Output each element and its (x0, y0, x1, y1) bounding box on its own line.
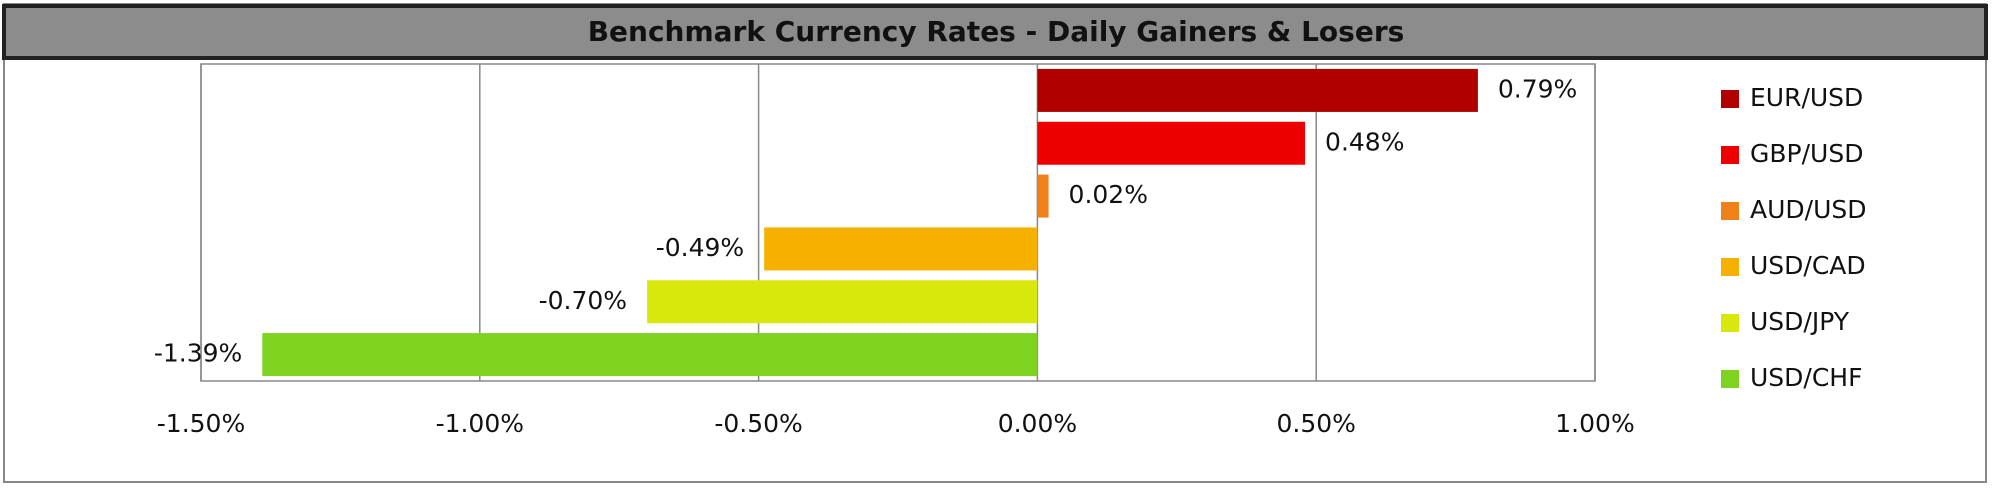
bar (1037, 68, 1478, 112)
value-label: 0.02% (1069, 180, 1148, 209)
x-tick-label: 0.00% (998, 409, 1077, 438)
legend-swatch (1721, 146, 1739, 164)
x-tick-label: 0.50% (1276, 409, 1355, 438)
legend-swatch (1721, 202, 1739, 220)
title-bar (2, 4, 1988, 60)
legend-label: USD/JPY (1750, 307, 1850, 336)
value-label: -1.39% (154, 339, 242, 368)
x-tick-label: 1.00% (1555, 409, 1634, 438)
bar (1037, 174, 1049, 218)
legend-label: USD/CHF (1750, 363, 1862, 392)
legend-label: EUR/USD (1750, 83, 1863, 112)
legend-label: GBP/USD (1750, 139, 1863, 168)
legend-label: AUD/USD (1750, 195, 1867, 224)
bar (647, 280, 1038, 324)
bar (764, 227, 1038, 271)
chart-title: Benchmark Currency Rates - Daily Gainers… (588, 15, 1405, 48)
legend-swatch (1721, 370, 1739, 388)
value-label: -0.70% (539, 286, 627, 315)
legend-swatch (1721, 90, 1739, 108)
value-label: 0.79% (1498, 74, 1577, 103)
x-tick-label: -1.50% (157, 409, 245, 438)
legend-label: USD/CAD (1750, 251, 1866, 280)
value-label: 0.48% (1325, 127, 1404, 156)
bar (1037, 121, 1306, 165)
legend-swatch (1721, 258, 1739, 276)
bar (262, 333, 1038, 377)
legend-swatch (1721, 314, 1739, 332)
value-label: -0.49% (656, 233, 744, 262)
x-tick-label: -1.00% (436, 409, 524, 438)
x-tick-label: -0.50% (714, 409, 802, 438)
